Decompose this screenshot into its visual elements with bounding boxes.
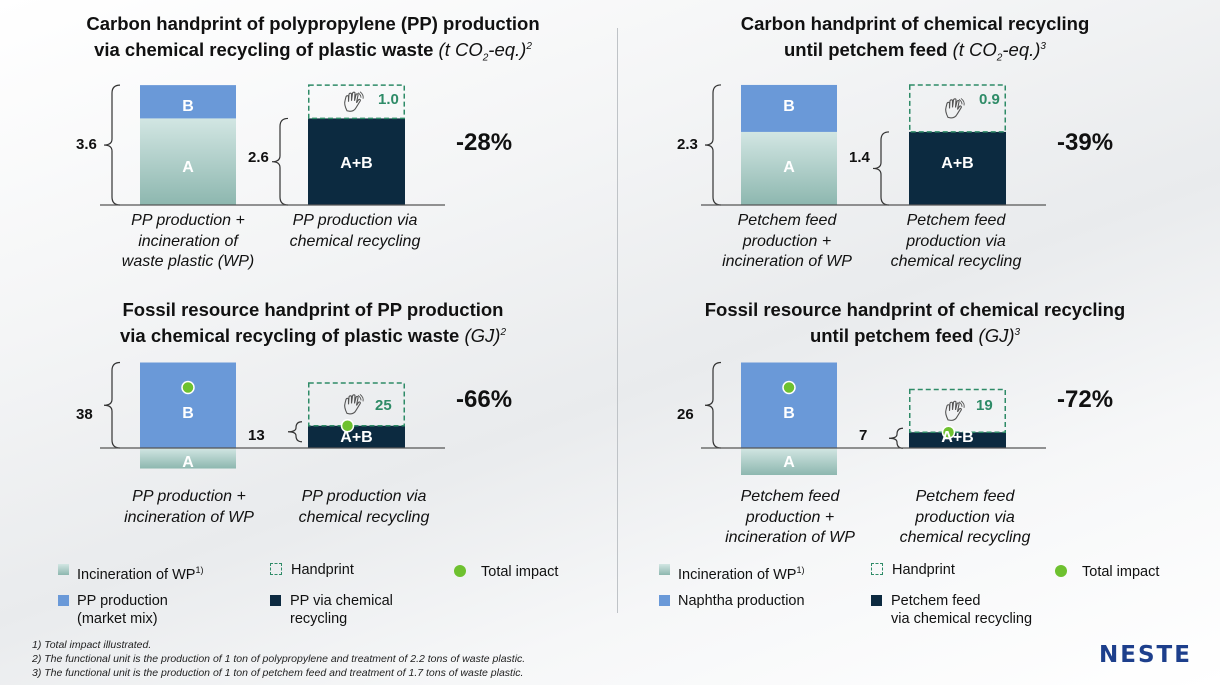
total-label-fossil-petchem-baseline: 26 — [677, 406, 694, 423]
segment-label-a: A — [783, 454, 795, 471]
segment-label-b: B — [783, 405, 795, 422]
hand-icon — [945, 98, 965, 119]
chart-title-fossil-petchem: Fossil resource handprint of chemical re… — [704, 299, 1126, 347]
total-brace — [704, 84, 722, 206]
change-label-fossil-petchem: -72% — [1057, 386, 1114, 413]
segment-label-b: B — [182, 98, 194, 115]
legend-swatch-naphtha-production — [659, 595, 670, 606]
neste-logo: NESTE — [1099, 642, 1192, 668]
footnote-2: 2) The functional unit is the production… — [32, 653, 526, 665]
bar-segment-a — [741, 448, 837, 475]
total-brace — [103, 84, 121, 206]
total-label-fossil-pp-baseline: 38 — [76, 406, 93, 423]
chart-title-carbon-pp: Carbon handprint of polypropylene (PP) p… — [86, 13, 540, 64]
legend-swatch-total-impact — [454, 565, 466, 577]
bar-segment-a-plus-b — [308, 425, 405, 448]
total-brace — [872, 131, 890, 206]
bar-segment-a — [140, 118, 236, 205]
bar-segment-a-plus-b — [909, 131, 1006, 205]
handprint-value-fossil-petchem: 19 — [976, 397, 993, 414]
legend-swatch-incineration — [58, 564, 69, 575]
total-impact-dot — [782, 380, 796, 395]
category-label-fossil-pp-recycled: PP production via chemical recycling — [298, 488, 430, 526]
category-label-carbon-pp-baseline: PP production + incineration of waste pl… — [121, 212, 255, 270]
bar-segment-a — [741, 131, 837, 205]
segment-label-a-plus-b: A+B — [340, 429, 373, 446]
footnote-1: 1) Total impact illustrated. — [32, 639, 152, 651]
total-label-carbon-petchem-baseline: 2.3 — [677, 136, 698, 153]
change-label-fossil-pp: -66% — [456, 386, 513, 413]
handprint-value-fossil-pp: 25 — [375, 397, 392, 414]
chart-title-fossil-pp: Fossil resource handprint of PP producti… — [120, 299, 506, 347]
segment-label-b: B — [783, 98, 795, 115]
total-brace — [704, 361, 722, 449]
hand-icon — [344, 394, 364, 415]
hand-icon — [344, 91, 364, 112]
segment-label-a: A — [182, 159, 194, 176]
legend-label-incineration: Incineration of WP1) — [678, 565, 805, 583]
handprint-box — [308, 84, 405, 120]
total-brace — [103, 361, 121, 449]
segment-label-a: A — [783, 159, 795, 176]
category-label-fossil-pp-baseline: PP production + incineration of WP — [124, 488, 254, 526]
total-label-carbon-petchem-recycled: 1.4 — [849, 149, 870, 166]
legend-label-total-impact: Total impact — [1082, 564, 1160, 580]
legend-label-total-impact: Total impact — [481, 564, 559, 580]
total-label-fossil-pp-recycled: 13 — [248, 427, 265, 444]
center-divider — [617, 28, 618, 613]
segment-label-a-plus-b: A+B — [340, 155, 373, 172]
category-label-carbon-petchem-baseline: Petchem feed production + incineration o… — [722, 212, 852, 270]
handprint-value-carbon-petchem: 0.9 — [979, 91, 1000, 108]
bar-segment-b — [140, 362, 236, 448]
total-impact-dot — [181, 380, 195, 395]
handprint-value-carbon-pp: 1.0 — [378, 91, 399, 108]
category-label-fossil-petchem-recycled: Petchem feed production via chemical rec… — [899, 488, 1031, 546]
category-label-carbon-petchem-recycled: Petchem feed production via chemical rec… — [890, 212, 1022, 270]
bar-segment-a-plus-b — [909, 432, 1006, 448]
bar-segment-b — [140, 85, 236, 119]
total-impact-dot — [941, 425, 956, 439]
legend-label-handprint: Handprint — [892, 562, 955, 578]
bar-segment-a — [140, 448, 236, 469]
footnote-3: 3) The functional unit is the production… — [32, 667, 524, 679]
legend-swatch-handprint — [270, 563, 282, 575]
segment-label-a-plus-b: A+B — [941, 429, 974, 446]
total-label-fossil-petchem-recycled: 7 — [859, 427, 868, 444]
handprint-box — [308, 382, 405, 427]
segment-label-b: B — [182, 405, 194, 422]
bar-segment-a-plus-b — [308, 118, 405, 205]
legend-swatch-pp-chemical-recycling — [270, 595, 281, 606]
total-label-carbon-pp-baseline: 3.6 — [76, 136, 97, 153]
chart-title-carbon-petchem: Carbon handprint of chemical recycling u… — [740, 13, 1090, 64]
handprint-box — [909, 388, 1006, 433]
segment-label-a-plus-b: A+B — [941, 155, 974, 172]
legend-label-handprint: Handprint — [291, 562, 354, 578]
change-label-carbon-petchem: -39% — [1057, 129, 1114, 156]
legend-swatch-total-impact — [1055, 565, 1067, 577]
total-brace — [888, 427, 904, 449]
total-brace — [287, 421, 303, 443]
total-label-carbon-pp-recycled: 2.6 — [248, 149, 269, 166]
legend-swatch-petchem-chemical-recycling — [871, 595, 882, 606]
bar-segment-b — [741, 84, 837, 132]
legend-swatch-pp-production — [58, 595, 69, 606]
category-label-carbon-pp-recycled: PP production via chemical recycling — [289, 212, 421, 250]
legend-label-pp-production: PP production (market mix) — [77, 593, 168, 627]
legend-label-petchem-chemical-recycling: Petchem feed via chemical recycling — [891, 593, 1033, 627]
legend-label-naphtha-production: Naphtha production — [678, 593, 805, 609]
category-label-fossil-petchem-baseline: Petchem feed production + incineration o… — [725, 488, 855, 546]
change-label-carbon-pp: -28% — [456, 129, 513, 156]
legend-swatch-incineration — [659, 564, 670, 575]
legend-label-incineration: Incineration of WP1) — [77, 565, 204, 583]
segment-label-a: A — [182, 454, 194, 471]
total-brace — [271, 117, 289, 206]
total-impact-dot — [340, 419, 355, 433]
hand-icon — [945, 400, 965, 421]
legend-label-pp-chemical-recycling: PP via chemical recycling — [290, 593, 393, 627]
bar-segment-b — [741, 362, 837, 448]
legend-swatch-handprint — [871, 563, 883, 575]
